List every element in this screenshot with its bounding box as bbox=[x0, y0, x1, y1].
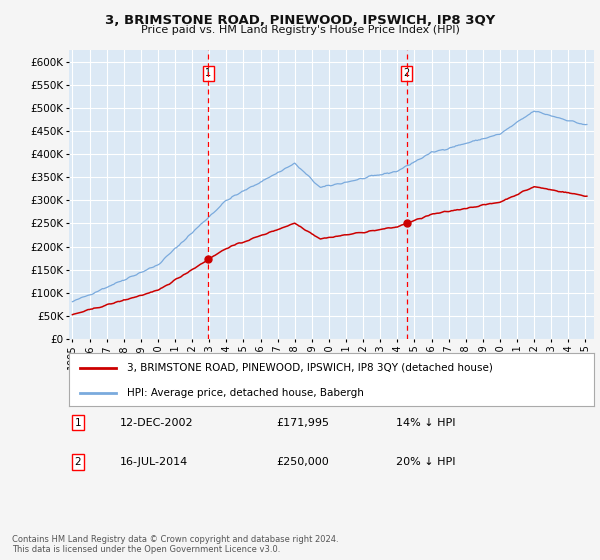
Text: 14% ↓ HPI: 14% ↓ HPI bbox=[396, 418, 455, 428]
Text: 1: 1 bbox=[74, 418, 82, 428]
Text: 1: 1 bbox=[205, 68, 211, 78]
Text: 20% ↓ HPI: 20% ↓ HPI bbox=[396, 457, 455, 467]
Text: £250,000: £250,000 bbox=[276, 457, 329, 467]
Text: 3, BRIMSTONE ROAD, PINEWOOD, IPSWICH, IP8 3QY: 3, BRIMSTONE ROAD, PINEWOOD, IPSWICH, IP… bbox=[105, 14, 495, 27]
Text: 2: 2 bbox=[74, 457, 82, 467]
Text: 16-JUL-2014: 16-JUL-2014 bbox=[120, 457, 188, 467]
Text: 12-DEC-2002: 12-DEC-2002 bbox=[120, 418, 194, 428]
Text: Price paid vs. HM Land Registry's House Price Index (HPI): Price paid vs. HM Land Registry's House … bbox=[140, 25, 460, 35]
Text: 2: 2 bbox=[403, 68, 410, 78]
Text: 3, BRIMSTONE ROAD, PINEWOOD, IPSWICH, IP8 3QY (detached house): 3, BRIMSTONE ROAD, PINEWOOD, IPSWICH, IP… bbox=[127, 363, 493, 373]
Text: £171,995: £171,995 bbox=[276, 418, 329, 428]
Text: HPI: Average price, detached house, Babergh: HPI: Average price, detached house, Babe… bbox=[127, 388, 364, 398]
Text: Contains HM Land Registry data © Crown copyright and database right 2024.
This d: Contains HM Land Registry data © Crown c… bbox=[12, 535, 338, 554]
